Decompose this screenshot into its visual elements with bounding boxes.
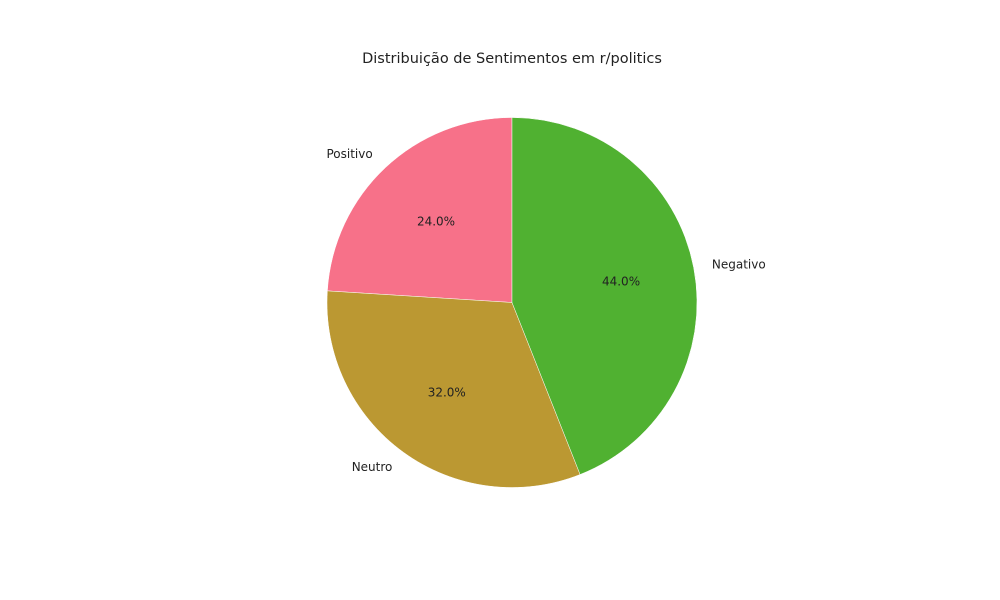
pie-slice-positivo — [327, 117, 513, 303]
category-label-positivo: Positivo — [326, 147, 372, 161]
pct-label-negativo: 44.0% — [602, 275, 640, 289]
pie-labels: 24.0% Positivo 32.0% Neutro 44.0% Negativo — [326, 147, 765, 474]
pct-label-positivo: 24.0% — [417, 215, 455, 229]
pie-slice-negativo — [511, 117, 698, 475]
pct-label-neutro: 32.0% — [428, 385, 466, 399]
category-label-neutro: Neutro — [352, 460, 393, 474]
pie-slices — [326, 117, 698, 488]
pie-slice-neutro — [326, 290, 581, 488]
category-label-negativo: Negativo — [712, 257, 766, 271]
chart-title: Distribuição de Sentimentos em r/politic… — [362, 51, 662, 67]
